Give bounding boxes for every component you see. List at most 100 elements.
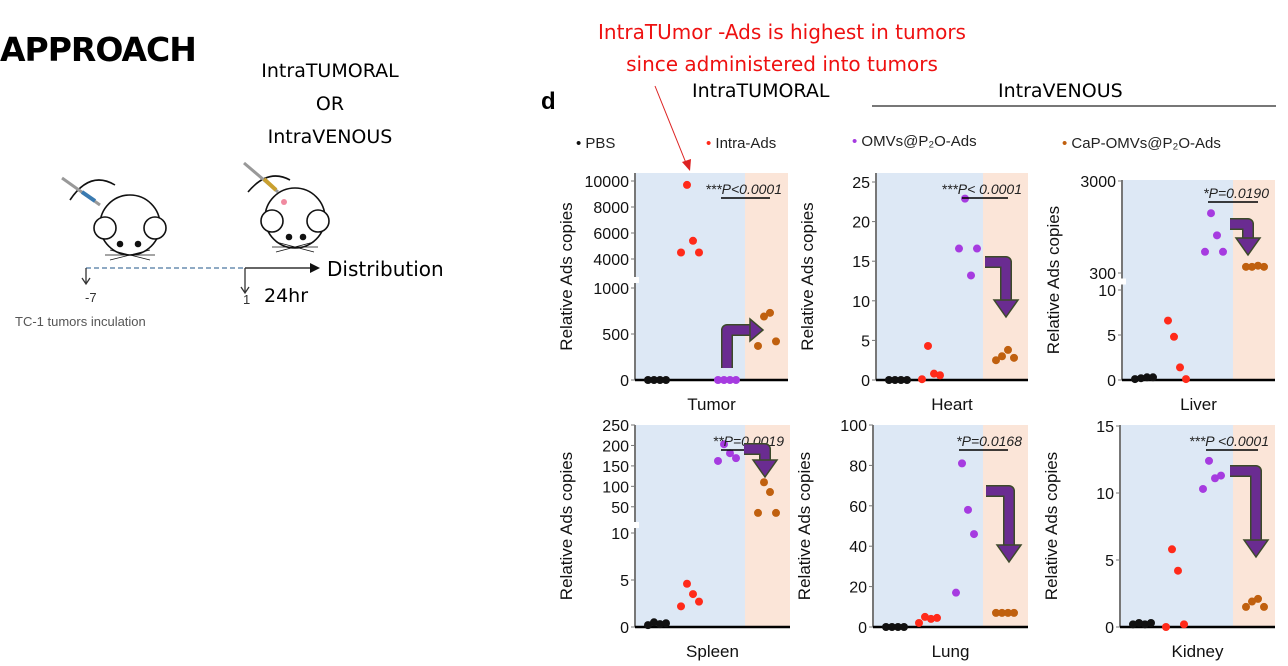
data-point [1135, 618, 1143, 627]
data-point [924, 341, 932, 350]
data-point [714, 456, 722, 465]
y-tick-label: 40 [849, 539, 867, 556]
day-minus7-label: -7 [85, 290, 97, 305]
data-point [772, 337, 780, 346]
data-point [1180, 620, 1188, 629]
y-tick-label: 10 [1098, 283, 1116, 300]
data-point [662, 376, 670, 384]
data-point [732, 376, 740, 384]
data-point [726, 376, 734, 384]
data-point [683, 579, 691, 588]
y-tick-label: 0 [861, 373, 870, 390]
intravenous-bracket-line [872, 105, 1276, 107]
data-point [1149, 373, 1157, 382]
y-tick-label: 15 [1096, 419, 1114, 436]
approach-heading: APPROACH [0, 30, 197, 69]
data-point [689, 236, 697, 245]
data-point [726, 449, 734, 458]
route-line-1: IntraTUMORAL [261, 60, 399, 82]
group-label-intratumoral: IntraTUMORAL [692, 80, 830, 102]
arrow-head-icon [749, 317, 765, 343]
panel-letter: d [541, 88, 556, 115]
y-axis-label: Relative Ads copies [1042, 452, 1061, 600]
data-point [992, 356, 1000, 365]
data-point [955, 244, 963, 253]
chart-heart: 0 5 10 15 20 25 Relative Ads copies Heart ***P< … [798, 173, 1028, 414]
day-1-label: 1 [243, 292, 251, 307]
data-point [933, 613, 941, 622]
data-point [677, 602, 685, 611]
data-point [720, 376, 728, 384]
y-tick-label: 20 [849, 580, 867, 597]
region-background-cap [745, 173, 788, 380]
x-axis-label: Tumor [687, 395, 736, 414]
data-point [772, 508, 780, 517]
y-tick-label: 10000 [585, 174, 630, 191]
y-tick-label: 15 [852, 254, 870, 271]
timeline [81, 263, 320, 295]
data-point [897, 376, 905, 384]
data-point [936, 371, 944, 380]
data-point [656, 620, 664, 629]
y-tick-label: 6000 [593, 226, 629, 243]
y-tick-label: 300 [1089, 266, 1116, 283]
data-point [1199, 484, 1207, 493]
y-tick-label: 10 [611, 526, 629, 543]
data-point [1242, 602, 1250, 611]
y-tick-label: 0 [620, 620, 629, 637]
data-point [650, 618, 658, 627]
data-point [927, 614, 935, 623]
legend-label: OMVs@P₂O-Ads [861, 133, 977, 150]
annotation-line-2: since administered into tumors [626, 52, 938, 76]
data-point [958, 459, 966, 468]
arrow-head-icon [1234, 237, 1262, 257]
data-point [1010, 608, 1018, 617]
x-axis-label: Kidney [1172, 642, 1224, 661]
data-point [998, 608, 1006, 617]
group-label-intravenous: IntraVENOUS [998, 80, 1123, 102]
data-point [1131, 375, 1139, 384]
y-axis-label: Relative Ads copies [1044, 206, 1063, 354]
trend-arrow-icon [1230, 219, 1253, 238]
y-tick-label: 150 [602, 459, 629, 476]
data-point [662, 619, 670, 628]
data-point [644, 621, 652, 630]
route-line-2: OR [315, 93, 345, 115]
arrow-head-icon [992, 299, 1020, 319]
data-point [900, 623, 908, 631]
y-tick-label: 100 [840, 418, 867, 435]
y-axis-label: Relative Ads copies [557, 452, 576, 600]
y-tick-label: 250 [602, 418, 629, 435]
y-tick-label: 8000 [593, 200, 629, 217]
legend-dot-icon: • [1062, 135, 1072, 152]
y-tick-label: 100 [602, 479, 629, 496]
arrow-head-icon [995, 544, 1023, 564]
data-point [1137, 374, 1145, 383]
data-point [970, 530, 978, 539]
data-point [1248, 597, 1256, 606]
trend-arrow-icon [722, 325, 750, 368]
mouse-icon [61, 176, 167, 261]
y-tick-label: 5 [620, 573, 629, 590]
data-point [1260, 602, 1268, 611]
data-point [1129, 620, 1137, 629]
y-tick-label: 0 [858, 620, 867, 637]
y-tick-label: 80 [849, 458, 867, 475]
mouse-icon [243, 161, 330, 253]
data-point [695, 597, 703, 606]
data-point [915, 618, 923, 627]
region-background [873, 425, 983, 627]
region-background [1122, 180, 1233, 380]
data-point [760, 312, 768, 321]
y-tick-label: 0 [1105, 620, 1114, 637]
data-point [885, 376, 893, 384]
data-point [964, 505, 972, 514]
p-value-label: ***P <0.0001 [1189, 433, 1269, 449]
chart-lung: 0 20 40 60 80 100 Relative Ads copies Lung *P=0.… [795, 418, 1028, 661]
data-point [1168, 545, 1176, 554]
y-tick-label: 50 [611, 500, 629, 517]
data-point [754, 341, 762, 350]
data-point [720, 440, 728, 449]
data-point [1182, 375, 1190, 384]
y-axis-label: Relative Ads copies [557, 202, 576, 350]
